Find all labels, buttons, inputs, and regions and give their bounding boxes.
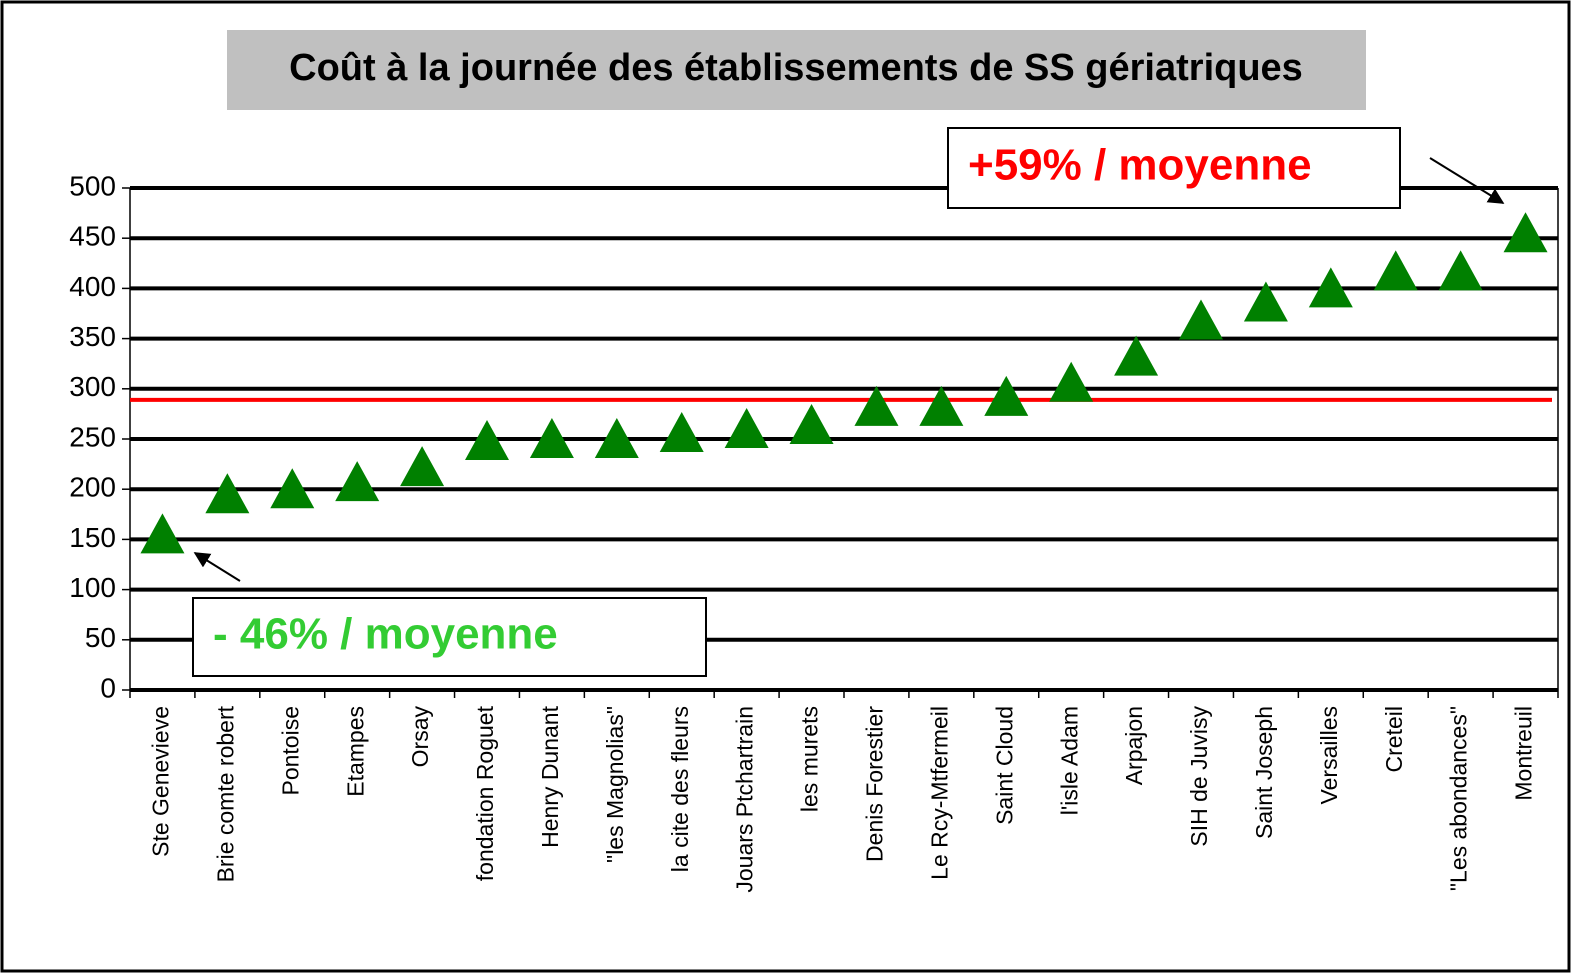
triangle-marker [724,407,769,448]
x-tick-label: les murets [797,706,823,812]
triangle-marker [205,473,250,514]
y-tick-label: 450 [69,221,116,252]
x-tick-label: fondation Roguet [472,705,498,881]
x-tick-label: Brie comte robert [212,705,238,882]
x-tick-label: Arpajon [1121,706,1147,785]
annotation-arrow [1429,157,1505,204]
y-tick-label: 300 [69,371,116,402]
x-tick-label: "les Magnolias" [602,706,628,863]
x-tick-label: Ste Genevieve [148,706,174,857]
y-tick-label: 150 [69,522,116,553]
annotation-box [947,127,1401,209]
x-tick-label: Pontoise [277,706,303,796]
y-tick-label: 350 [69,321,116,352]
annotation-arrow [193,552,241,582]
triangle-marker [140,513,185,554]
triangle-marker [1308,267,1353,308]
x-tick-label: Versailles [1316,706,1342,804]
triangle-marker [1438,250,1483,291]
x-tick-label: Jouars Ptchartrain [732,706,758,893]
x-tick-label: l'isle Adam [1056,706,1082,815]
triangle-marker [1049,361,1094,402]
triangle-marker [465,420,509,461]
triangle-marker [1373,250,1418,291]
x-tick-label: Montreuil [1511,706,1537,801]
triangle-marker [529,418,574,459]
x-tick-label: Etampes [342,706,368,797]
triangle-marker [789,403,834,444]
chart-title: Coût à la journée des établissements de … [289,47,1303,89]
triangle-marker [659,411,704,452]
y-tick-label: 250 [69,421,116,452]
triangle-marker [400,446,445,487]
y-tick-label: 50 [85,622,116,653]
triangle-marker [1243,281,1288,322]
annotation-text: +59% / moyenne [968,141,1312,190]
x-tick-label: SIH de Juvisy [1186,706,1212,847]
triangle-marker [1179,299,1223,340]
x-tick-label: Creteil [1381,706,1407,772]
x-tick-label: Saint Joseph [1251,706,1277,839]
title-box [227,30,1366,110]
x-tick-label: "Les abondances" [1446,706,1472,891]
y-tick-label: 100 [69,572,116,603]
x-tick-label: Henry Dunant [537,705,563,848]
triangle-marker [919,385,964,426]
x-tick-label: Saint Cloud [991,706,1017,825]
triangle-marker [335,461,380,502]
y-tick-label: 0 [100,672,116,703]
triangle-marker [984,375,1029,416]
x-tick-label: Orsay [407,706,433,768]
triangle-marker [854,385,899,426]
x-tick-label: Le Rcy-Mtfermeil [926,706,952,880]
triangle-marker [1114,335,1159,376]
annotation-box [192,597,707,677]
y-tick-label: 200 [69,472,116,503]
x-tick-label: Denis Forestier [862,706,888,862]
triangle-marker [594,418,639,459]
triangle-marker [270,468,315,509]
y-tick-label: 500 [69,170,116,201]
x-tick-label: la cite des fleurs [667,706,693,872]
y-tick-label: 400 [69,271,116,302]
triangle-marker [1503,212,1548,253]
annotation-text: - 46% / moyenne [213,610,558,659]
